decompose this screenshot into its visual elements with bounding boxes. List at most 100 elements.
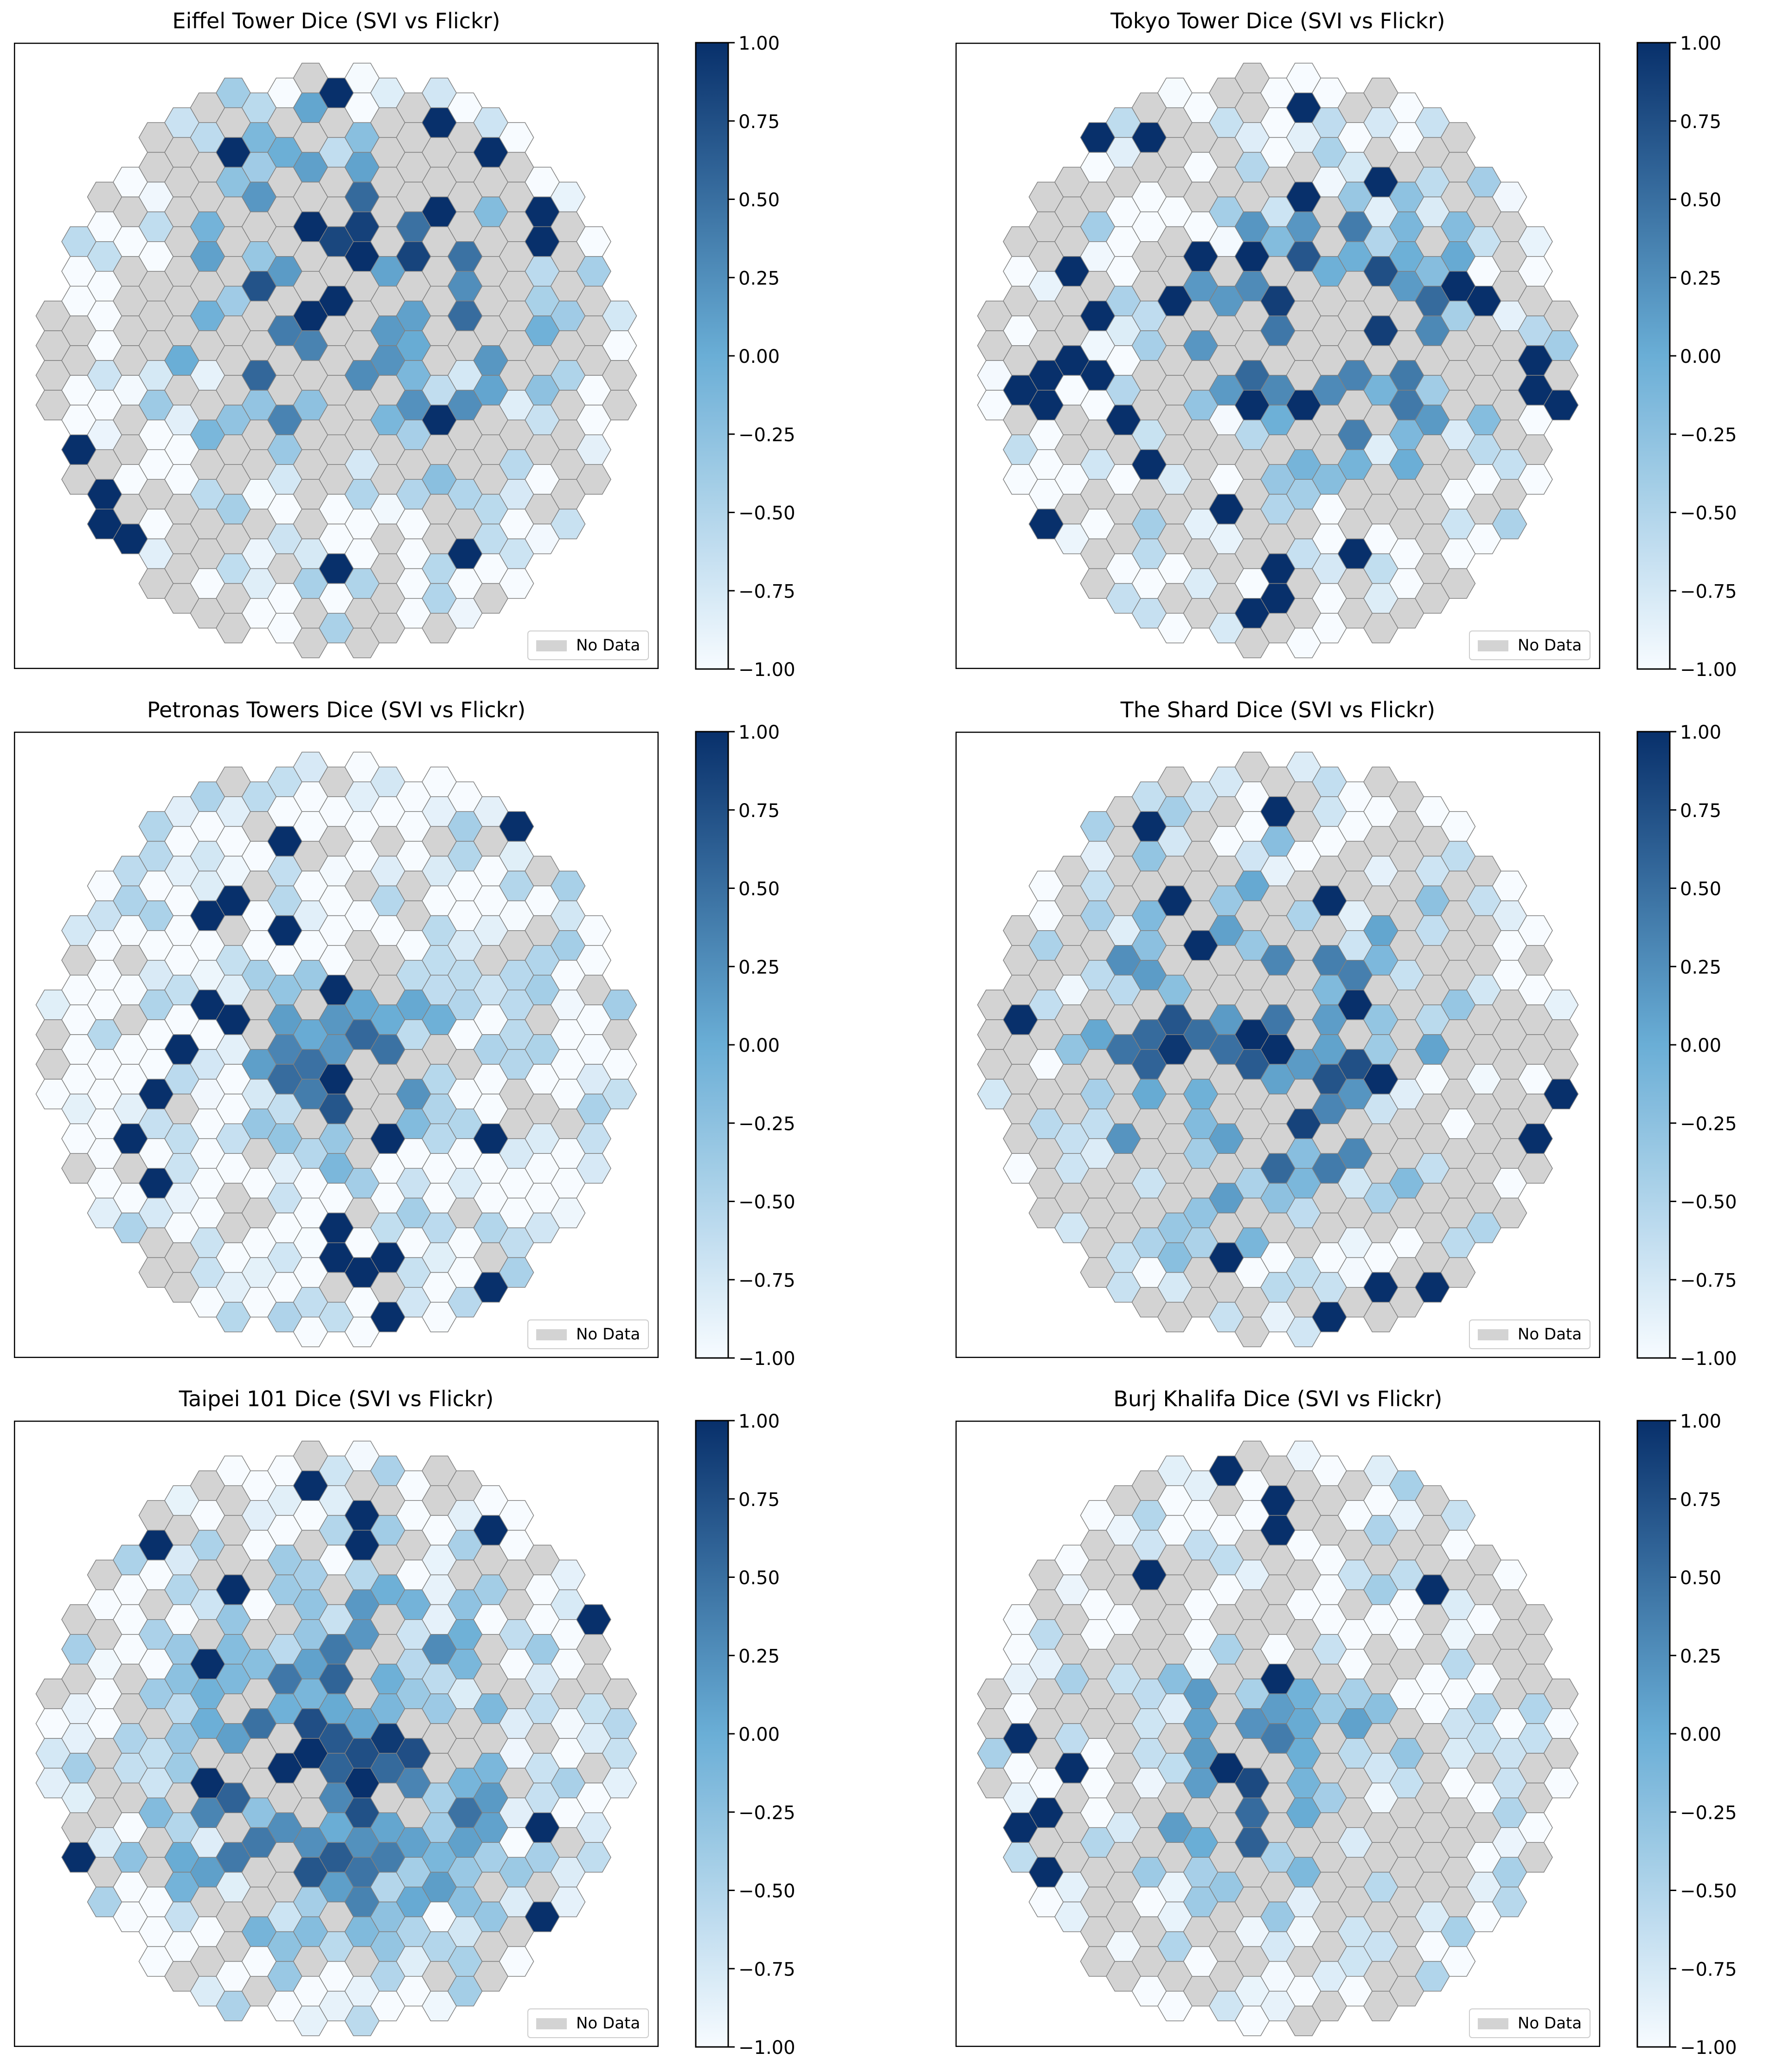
colorbar-tick-label: 1.00 <box>738 722 780 743</box>
legend-swatch-no-data <box>536 2018 567 2029</box>
colorbar-tick-label: 0.50 <box>1680 190 1721 211</box>
legend-swatch-no-data <box>1478 640 1508 651</box>
hexmap-plot: No Data <box>955 732 1600 1358</box>
colorbar-tick-label: 1.00 <box>738 1411 780 1432</box>
panel-burj-khalifa: Burj Khalifa Dice (SVI vs Flickr) No Dat… <box>955 1386 1789 2065</box>
colorbar-gradient <box>695 42 729 670</box>
chart-title: Eiffel Tower Dice (SVI vs Flickr) <box>172 8 500 33</box>
panel-eiffel-tower: Eiffel Tower Dice (SVI vs Flickr) No Dat… <box>14 8 895 687</box>
colorbar-tick-label: 0.25 <box>1680 268 1721 289</box>
chart-title: Tokyo Tower Dice (SVI vs Flickr) <box>1110 8 1445 33</box>
colorbar-gradient <box>695 1420 729 2048</box>
colorbar-tick-label: −0.25 <box>1680 1802 1737 1824</box>
colorbar: 1.00 0.75 0.50 0.25 0.00 −0.25 −0.50 −0.75 −1.00 <box>1636 33 1737 681</box>
legend-box <box>1469 1319 1590 1349</box>
colorbar-gradient <box>695 731 729 1359</box>
colorbar-tick-label: −1.00 <box>1680 2037 1737 2059</box>
legend-box <box>527 2008 649 2038</box>
colorbar: 1.00 0.75 0.50 0.25 0.00 −0.25 −0.50 −0.75 −1.00 <box>695 33 795 681</box>
panel-tokyo-tower: Tokyo Tower Dice (SVI vs Flickr) No Data… <box>955 8 1789 687</box>
legend-label: No Data <box>576 636 640 655</box>
legend-box <box>1469 2008 1590 2038</box>
chart-title: Petronas Towers Dice (SVI vs Flickr) <box>147 697 526 722</box>
panel-the-shard: The Shard Dice (SVI vs Flickr) No Data 1… <box>955 697 1789 1376</box>
colorbar-tick-label: 0.00 <box>738 346 780 367</box>
legend-label: No Data <box>1518 2014 1582 2033</box>
hexmap-plot: No Data <box>14 1421 659 2047</box>
colorbar-tick-label: 0.75 <box>1680 800 1721 822</box>
legend-label: No Data <box>1518 636 1582 655</box>
legend: No Data <box>1469 2008 1590 2038</box>
colorbar-tick-label: 0.50 <box>738 190 780 211</box>
colorbar-tick-label: −0.50 <box>738 503 795 524</box>
legend-box <box>527 1319 649 1349</box>
colorbar-tick-label: −0.50 <box>1680 503 1737 524</box>
colorbar-tick-label: −0.50 <box>1680 1881 1737 1902</box>
colorbar-tick-label: −1.00 <box>1680 1348 1737 1370</box>
legend-swatch-no-data <box>1478 2018 1508 2029</box>
hex-cell <box>1518 1153 1553 1184</box>
hex-cells <box>977 752 1579 1347</box>
hex-cell <box>499 1257 534 1288</box>
hex-cell <box>550 508 586 540</box>
hex-cell <box>1440 1257 1476 1288</box>
legend-label: No Data <box>576 1325 640 1344</box>
colorbar-tick-label: −0.50 <box>738 1881 795 1902</box>
colorbar: 1.00 0.75 0.50 0.25 0.00 −0.25 −0.50 −0.75 −1.00 <box>695 1411 795 2059</box>
chart-title: Burj Khalifa Dice (SVI vs Flickr) <box>1113 1386 1443 1411</box>
colorbar-tick-label: −0.25 <box>738 425 795 446</box>
colorbar-tick-label: 0.75 <box>738 1489 780 1511</box>
chart-title: Taipei 101 Dice (SVI vs Flickr) <box>179 1386 494 1411</box>
colorbar-tick-label: 0.25 <box>1680 1646 1721 1667</box>
colorbar-tick-label: 0.00 <box>1680 1724 1721 1745</box>
hex-cells <box>977 63 1579 658</box>
legend-label: No Data <box>1518 1325 1582 1344</box>
hex-cell <box>576 464 611 495</box>
colorbar-tick-label: 0.00 <box>1680 346 1721 367</box>
hex-cell <box>602 1768 637 1798</box>
hex-cell <box>550 1197 586 1229</box>
hexmap-plot: No Data <box>955 1421 1600 2047</box>
legend: No Data <box>527 631 649 660</box>
colorbar-tick-label: −0.75 <box>1680 1959 1737 1980</box>
colorbar-tick-label: −0.50 <box>1680 1192 1737 1213</box>
hex-cell <box>602 390 637 420</box>
colorbar-gradient <box>1636 1420 1671 2048</box>
colorbar-tick-label: 0.25 <box>1680 957 1721 978</box>
hex-cell <box>1492 1197 1527 1229</box>
colorbar-tick-label: 1.00 <box>1680 33 1721 54</box>
colorbar-tick-label: 0.25 <box>738 268 780 289</box>
colorbar-tick-label: 0.25 <box>738 1646 780 1667</box>
hex-cells <box>35 752 637 1347</box>
hex-cell <box>1543 1079 1579 1109</box>
colorbar-tick-label: 1.00 <box>738 33 780 54</box>
hex-cell <box>1440 568 1476 599</box>
hex-cell <box>499 568 534 599</box>
colorbar-tick-label: 0.50 <box>738 1568 780 1589</box>
hex-cell <box>1543 390 1579 420</box>
colorbar-tick-label: −0.75 <box>738 1959 795 1980</box>
hex-cell <box>1518 464 1553 495</box>
panel-petronas-towers: Petronas Towers Dice (SVI vs Flickr) No … <box>14 697 895 1376</box>
legend-box <box>1469 631 1590 660</box>
colorbar-tick-label: 0.00 <box>1680 1035 1721 1056</box>
colorbar-tick-label: 1.00 <box>1680 722 1721 743</box>
legend: No Data <box>1469 631 1590 660</box>
legend-swatch-no-data <box>1478 1329 1508 1340</box>
colorbar-tick-label: 0.75 <box>1680 1489 1721 1511</box>
hex-cell <box>499 1946 534 1977</box>
colorbar-tick-label: −0.75 <box>738 1270 795 1291</box>
colorbar-tick-label: −0.25 <box>738 1113 795 1135</box>
colorbar: 1.00 0.75 0.50 0.25 0.00 −0.25 −0.50 −0.75 −1.00 <box>1636 1411 1737 2059</box>
hex-cells <box>35 1441 637 2036</box>
colorbar-tick-label: −0.25 <box>1680 1113 1737 1135</box>
hex-cell <box>576 1842 611 1873</box>
panel-taipei-101: Taipei 101 Dice (SVI vs Flickr) No Data … <box>14 1386 895 2065</box>
colorbar-tick-label: 0.75 <box>738 800 780 822</box>
chart-title: The Shard Dice (SVI vs Flickr) <box>1120 697 1436 722</box>
hex-cell <box>550 1886 586 1918</box>
colorbar: 1.00 0.75 0.50 0.25 0.00 −0.25 −0.50 −0.75 −1.00 <box>1636 722 1737 1370</box>
colorbar-tick-label: −0.75 <box>738 581 795 602</box>
colorbar-tick-label: −1.00 <box>1680 659 1737 681</box>
hex-cells <box>35 63 637 658</box>
